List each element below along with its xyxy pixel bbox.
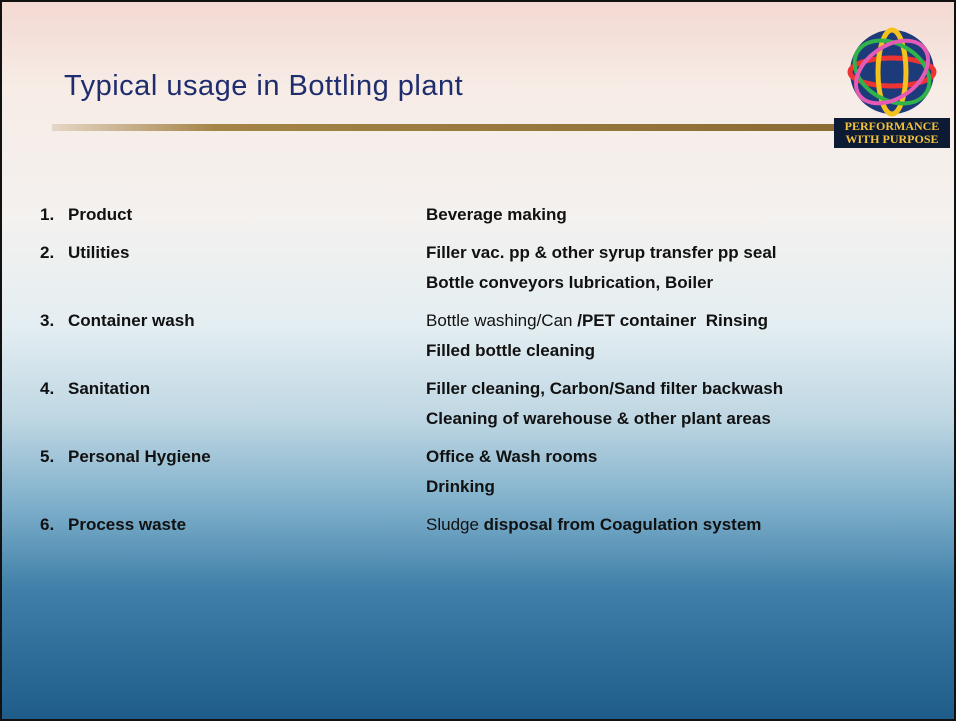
usage-bold: Bottle conveyors lubrication, Boiler <box>426 273 713 292</box>
item-number: 3. <box>40 311 54 331</box>
usage-bold: Filler cleaning, Carbon/Sand filter back… <box>426 379 783 398</box>
slide: Typical usage in Bottling plant PERFORMA… <box>0 0 956 721</box>
logo-text: WITH PURPOSE <box>845 132 938 146</box>
item-label: Process waste <box>68 515 186 535</box>
usage-bold: Cleaning of warehouse & other plant area… <box>426 409 771 428</box>
usage-bold: Filler vac. pp & other syrup transfer pp… <box>426 243 777 262</box>
usage-bold: Beverage making <box>426 205 567 224</box>
item-label: Sanitation <box>68 379 150 399</box>
item-label: Product <box>68 205 132 225</box>
usage-line: Bottle conveyors lubrication, Boiler <box>426 273 713 293</box>
usage-line: Sludge disposal from Coagulation system <box>426 515 761 535</box>
usage-line: Drinking <box>426 477 495 497</box>
usage-line: Beverage making <box>426 205 567 225</box>
usage-line: Cleaning of warehouse & other plant area… <box>426 409 771 429</box>
usage-line: Filled bottle cleaning <box>426 341 595 361</box>
item-number: 2. <box>40 243 54 263</box>
usage-bold: /PET container Rinsing <box>577 311 768 330</box>
usage-bold: Drinking <box>426 477 495 496</box>
usage-line: Filler vac. pp & other syrup transfer pp… <box>426 243 777 263</box>
usage-plain: Bottle washing/Can <box>426 311 572 330</box>
item-number: 4. <box>40 379 54 399</box>
item-number: 5. <box>40 447 54 467</box>
item-number: 1. <box>40 205 54 225</box>
usage-bold: disposal from Coagulation system <box>484 515 762 534</box>
item-number: 6. <box>40 515 54 535</box>
usage-line: Bottle washing/Can /PET container Rinsin… <box>426 311 768 331</box>
usage-bold: Office & Wash rooms <box>426 447 597 466</box>
logo-text: PERFORMANCE <box>845 119 940 133</box>
item-label: Utilities <box>68 243 129 263</box>
slide-title: Typical usage in Bottling plant <box>64 70 463 103</box>
item-label: Personal Hygiene <box>68 447 211 467</box>
usage-bold: Filled bottle cleaning <box>426 341 595 360</box>
usage-line: Filler cleaning, Carbon/Sand filter back… <box>426 379 783 399</box>
logo: PERFORMANCE WITH PURPOSE <box>834 22 950 150</box>
usage-line: Office & Wash rooms <box>426 447 597 467</box>
usage-plain: Sludge <box>426 515 479 534</box>
item-label: Container wash <box>68 311 195 331</box>
title-underline <box>52 124 872 131</box>
